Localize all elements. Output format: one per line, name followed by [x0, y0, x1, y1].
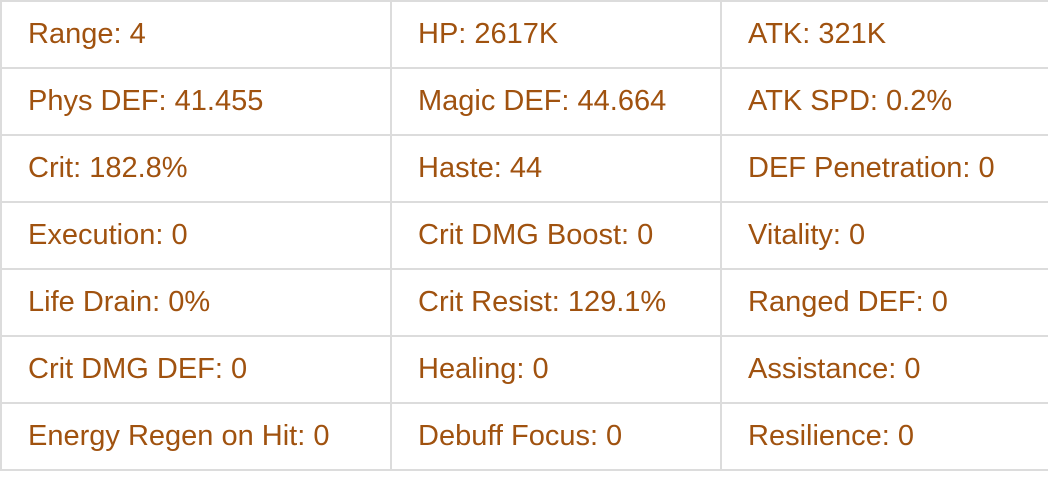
stats-row: Range: 4 HP: 2617K ATK: 321K — [0, 0, 1048, 69]
stats-row: Phys DEF: 41.455 Magic DEF: 44.664 ATK SPD… — [0, 67, 1048, 136]
stat-cell: Execution: 0 — [0, 201, 392, 270]
stat-cell: Vitality: 0 — [720, 201, 1048, 270]
stat-cell: Haste: 44 — [390, 134, 722, 203]
stat-cell: Crit: 182.8% — [0, 134, 392, 203]
stats-row: Energy Regen on Hit: 0 Debuff Focus: 0 Res… — [0, 402, 1048, 471]
stats-row: Crit: 182.8% Haste: 44 DEF Penetration: 0 — [0, 134, 1048, 203]
stat-cell: HP: 2617K — [390, 0, 722, 69]
stats-row: Crit DMG DEF: 0 Healing: 0 Assistance: 0 — [0, 335, 1048, 404]
stat-cell: Assistance: 0 — [720, 335, 1048, 404]
stat-cell: Debuff Focus: 0 — [390, 402, 722, 471]
stat-cell: Crit DMG Boost: 0 — [390, 201, 722, 270]
stat-cell: Life Drain: 0% — [0, 268, 392, 337]
stat-cell: Crit DMG DEF: 0 — [0, 335, 392, 404]
stat-cell: Energy Regen on Hit: 0 — [0, 402, 392, 471]
stat-cell: Ranged DEF: 0 — [720, 268, 1048, 337]
stat-cell: Resilience: 0 — [720, 402, 1048, 471]
stat-cell: DEF Penetration: 0 — [720, 134, 1048, 203]
stats-row: Execution: 0 Crit DMG Boost: 0 Vitality: 0 — [0, 201, 1048, 270]
stat-cell: Crit Resist: 129.1% — [390, 268, 722, 337]
stat-cell: ATK: 321K — [720, 0, 1048, 69]
stat-cell: Phys DEF: 41.455 — [0, 67, 392, 136]
stats-row: Life Drain: 0% Crit Resist: 129.1% Ranged … — [0, 268, 1048, 337]
stat-cell: Range: 4 — [0, 0, 392, 69]
stat-cell: ATK SPD: 0.2% — [720, 67, 1048, 136]
stat-cell: Healing: 0 — [390, 335, 722, 404]
stats-table: Range: 4 HP: 2617K ATK: 321K Phys DEF: 41.4… — [0, 0, 1048, 471]
stat-cell: Magic DEF: 44.664 — [390, 67, 722, 136]
